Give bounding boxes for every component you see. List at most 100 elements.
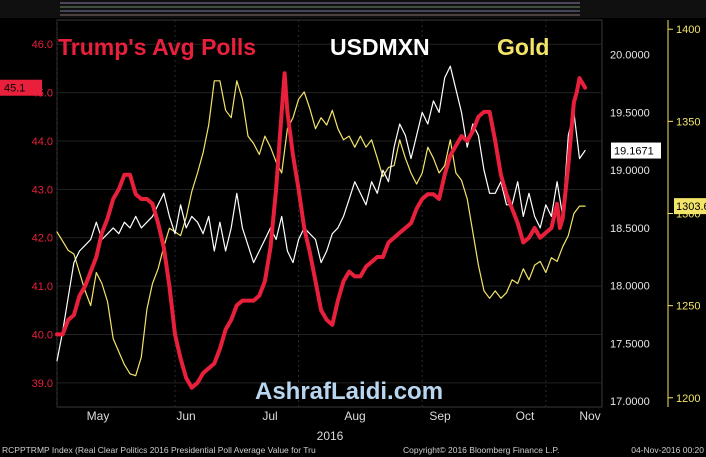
data-point-gold [467, 198, 468, 199]
data-point-usdmxn [214, 250, 215, 251]
data-point-gold [191, 191, 192, 192]
right-tick-label: 1200 [676, 393, 700, 405]
data-point-usdmxn [382, 170, 383, 171]
data-point-usdmxn [388, 181, 389, 182]
data-point-gold [332, 110, 333, 111]
data-point-polls [141, 198, 142, 199]
data-point-usdmxn [186, 227, 187, 228]
data-point-usdmxn [320, 262, 321, 263]
data-point-polls [450, 155, 451, 156]
last-value-badge-polls [0, 79, 42, 96]
data-point-polls [405, 227, 406, 228]
data-point-polls [422, 198, 423, 199]
data-point-usdmxn [90, 239, 91, 240]
data-point-gold [343, 139, 344, 140]
x-tick-label: May [87, 409, 110, 423]
data-point-polls [84, 285, 85, 286]
data-point-gold [146, 309, 147, 310]
data-point-usdmxn [360, 193, 361, 194]
data-point-gold [349, 136, 350, 137]
data-point-polls [349, 271, 350, 272]
data-point-gold [500, 298, 501, 299]
data-point-usdmxn [158, 204, 159, 205]
data-point-polls [276, 189, 277, 190]
data-point-usdmxn [410, 158, 411, 159]
data-point-gold [377, 158, 378, 159]
data-point-usdmxn [467, 146, 468, 147]
data-point-usdmxn [135, 216, 136, 217]
data-point-gold [298, 99, 299, 100]
data-point-polls [101, 232, 102, 233]
data-point-gold [186, 217, 187, 218]
data-point-usdmxn [242, 227, 243, 228]
data-point-gold [320, 117, 321, 118]
data-point-polls [242, 300, 243, 301]
data-point-usdmxn [343, 216, 344, 217]
data-point-usdmxn [523, 216, 524, 217]
data-point-usdmxn [495, 193, 496, 194]
data-point-gold [545, 272, 546, 273]
data-point-polls [90, 271, 91, 272]
data-point-polls [197, 382, 198, 383]
data-point-polls [545, 232, 546, 233]
data-point-polls [247, 300, 248, 301]
title-gold: Gold [497, 34, 549, 60]
data-point-usdmxn [405, 135, 406, 136]
data-point-polls [191, 387, 192, 388]
data-point-polls [377, 256, 378, 257]
data-point-polls [332, 324, 333, 325]
title-polls: Trump's Avg Polls [58, 34, 256, 60]
data-point-gold [512, 279, 513, 280]
data-point-polls [287, 111, 288, 112]
data-point-usdmxn [365, 204, 366, 205]
data-point-polls [281, 111, 282, 112]
data-point-polls [146, 198, 147, 199]
data-point-gold [56, 231, 57, 232]
data-point-polls [107, 218, 108, 219]
data-point-usdmxn [450, 66, 451, 67]
data-point-usdmxn [292, 262, 293, 263]
data-point-polls [568, 165, 569, 166]
data-point-polls [523, 242, 524, 243]
data-point-polls [309, 252, 310, 253]
data-point-usdmxn [264, 239, 265, 240]
data-point-gold [478, 265, 479, 266]
data-point-usdmxn [399, 123, 400, 124]
data-point-gold [292, 117, 293, 118]
data-point-usdmxn [129, 227, 130, 228]
data-point-gold [231, 117, 232, 118]
data-point-polls [259, 295, 260, 296]
data-point-gold [354, 147, 355, 148]
data-point-usdmxn [73, 262, 74, 263]
data-point-usdmxn [141, 227, 142, 228]
data-point-gold [129, 373, 130, 374]
last-value-polls: 45.1 [4, 83, 25, 95]
data-point-usdmxn [540, 227, 541, 228]
data-point-gold [124, 364, 125, 365]
data-point-usdmxn [556, 181, 557, 182]
data-point-usdmxn [438, 112, 439, 113]
data-point-usdmxn [489, 193, 490, 194]
data-point-polls [573, 102, 574, 103]
left-tick-label: 39.0 [32, 378, 53, 390]
data-point-usdmxn [79, 250, 80, 251]
data-point-gold [416, 183, 417, 184]
data-point-polls [298, 189, 299, 190]
right-tick-label: 1400 [676, 24, 700, 36]
data-point-polls [388, 242, 389, 243]
left-tick-label: 41.0 [32, 281, 53, 293]
data-point-usdmxn [219, 222, 220, 223]
data-point-gold [562, 246, 563, 247]
data-point-polls [540, 237, 541, 238]
data-point-gold [208, 124, 209, 125]
data-point-gold [495, 290, 496, 291]
data-point-polls [337, 300, 338, 301]
data-point-usdmxn [506, 204, 507, 205]
data-point-usdmxn [146, 222, 147, 223]
x-tick-label: Oct [516, 409, 535, 423]
data-point-gold [382, 176, 383, 177]
data-point-polls [253, 300, 254, 301]
data-point-usdmxn [225, 250, 226, 251]
data-point-usdmxn [337, 227, 338, 228]
